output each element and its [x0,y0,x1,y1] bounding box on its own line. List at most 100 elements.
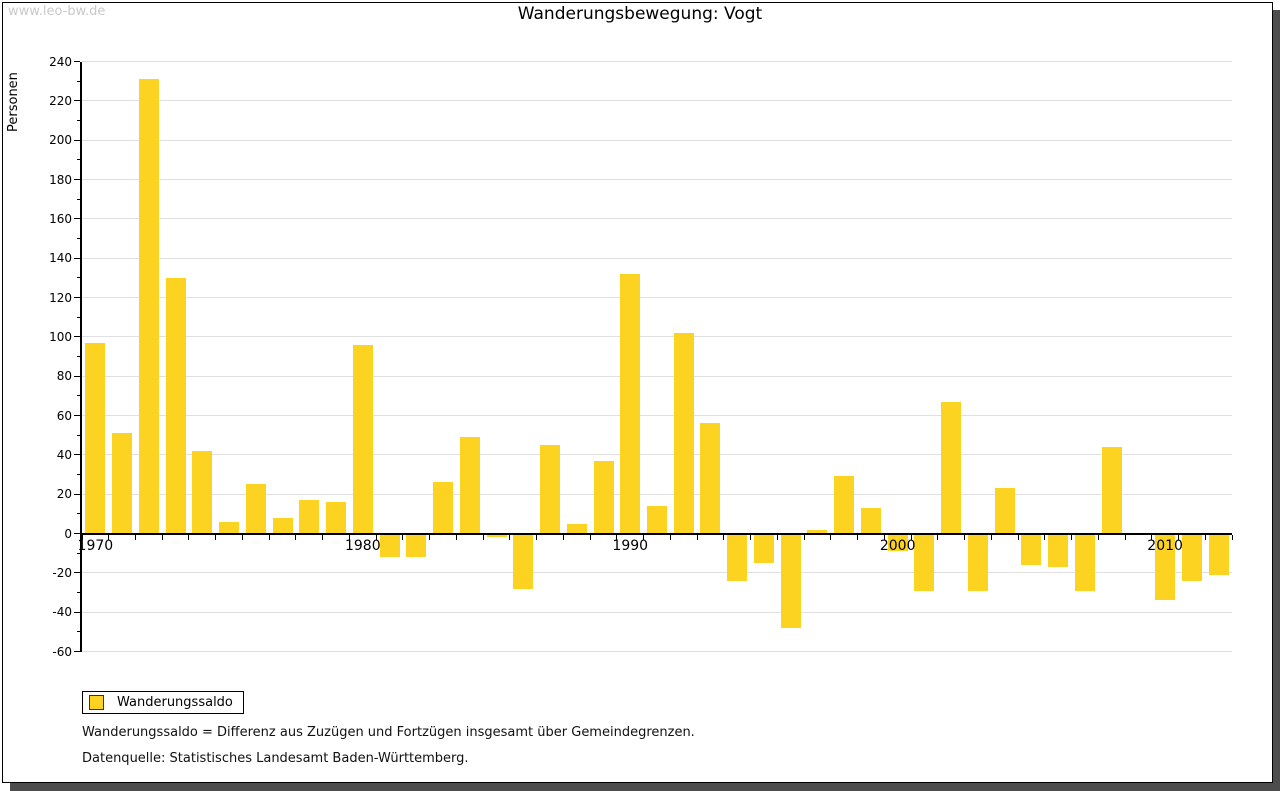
x-tick-5 [215,534,217,540]
watermark: www.leo-bw.de [8,4,106,19]
bar-2007 [1074,533,1095,591]
gridline--60 [82,651,1232,652]
x-tick-label-2000: 2000 [879,537,916,554]
y-tick-label-80: 80 [56,369,72,384]
y-tick-label-240: 240 [49,54,72,69]
y-minor-tick-50 [77,434,80,436]
x-tick-29 [857,534,859,540]
legend: Wanderungssaldo [82,691,244,714]
bar-1998 [834,476,855,534]
y-tick-label--40: -40 [52,605,72,620]
x-tick-24 [723,534,725,540]
x-tick-33 [964,534,966,540]
y-minor-tick-90 [77,356,80,357]
bar-2004 [994,488,1015,534]
y-minor-tick-190 [77,159,80,161]
y-tick-240 [74,61,80,62]
x-tick-15 [482,534,484,540]
y-minor-tick-10 [77,513,80,515]
bar-1990 [620,273,641,534]
bar-2002 [941,401,962,534]
x-tick-2 [134,534,136,540]
bar-1978 [299,500,320,534]
y-tick-label-180: 180 [49,172,72,187]
y-minor-tick-150 [77,238,80,239]
y-tick-200 [74,139,80,141]
bar-2008 [1101,446,1122,534]
x-tick-38 [1097,534,1099,540]
bar-2012 [1208,533,1229,575]
y-minor-tick-30 [77,474,80,475]
y-tick-120 [74,297,80,298]
gridline-140 [82,257,1232,259]
bar-2010 [1155,533,1176,601]
bar-1992 [673,332,694,534]
y-tick-label-0: 0 [64,526,72,541]
bar-1972 [138,79,159,534]
y-tick-40 [74,454,80,456]
legend-label: Wanderungssaldo [117,695,233,710]
gridline-100 [82,336,1232,338]
bar-1982 [406,533,427,558]
x-tick-12 [402,534,404,540]
x-tick-label-2010: 2010 [1147,537,1183,554]
bar-1974 [192,450,213,534]
y-tick-100 [74,336,80,338]
x-tick-36 [1044,534,1046,540]
x-tick-7 [268,534,270,540]
legend-swatch [89,695,104,710]
gridline-200 [82,139,1232,141]
gridline-120 [82,297,1232,298]
x-tick-32 [937,534,939,540]
x-tick-6 [241,534,243,540]
x-tick-30 [883,534,885,540]
x-tick-34 [990,534,992,540]
y-tick-label-160: 160 [49,211,72,226]
x-tick-17 [536,534,538,540]
y-tick-label-100: 100 [49,329,72,344]
y-tick-label-40: 40 [56,447,72,462]
x-tick-4 [188,534,190,540]
bar-1985 [486,533,507,538]
x-tick-14 [455,534,457,540]
y-minor-tick-170 [77,198,80,200]
x-tick-8 [295,534,297,540]
y-minor-tick-110 [77,316,80,318]
bar-1976 [245,484,266,534]
x-tick-0 [81,534,83,540]
footnote-definition: Wanderungssaldo = Differenz aus Zuzügen … [82,725,695,740]
x-axis [80,532,1232,535]
bar-1997 [807,529,828,534]
bar-1980 [352,344,373,534]
y-minor-tick-130 [77,277,80,279]
y-tick-label-140: 140 [49,251,72,266]
bar-2001 [914,533,935,591]
gridline-60 [82,415,1232,416]
bar-1988 [566,523,587,534]
y-tick-180 [74,179,80,180]
x-tick-43 [1231,534,1233,540]
gridline-160 [82,218,1232,220]
y-tick-label--20: -20 [52,565,72,580]
chart-title: Wanderungsbewegung: Vogt [517,4,763,24]
gridline-20 [82,493,1232,495]
x-tick-20 [616,534,618,540]
x-tick-25 [750,534,752,540]
y-tick-label-220: 220 [49,93,72,108]
x-tick-23 [696,534,698,540]
gridline-220 [82,100,1232,102]
x-tick-11 [375,534,377,540]
gridline-180 [82,179,1232,180]
x-tick-21 [643,534,645,540]
bar-1981 [379,533,400,558]
y-tick-label--60: -60 [52,644,72,659]
gridline-40 [82,454,1232,456]
bar-1971 [112,433,133,534]
x-tick-26 [776,534,778,540]
bar-2003 [967,533,988,591]
y-tick-0 [74,533,80,534]
x-tick-42 [1204,534,1206,540]
y-tick-140 [74,257,80,259]
bar-1979 [326,502,347,534]
